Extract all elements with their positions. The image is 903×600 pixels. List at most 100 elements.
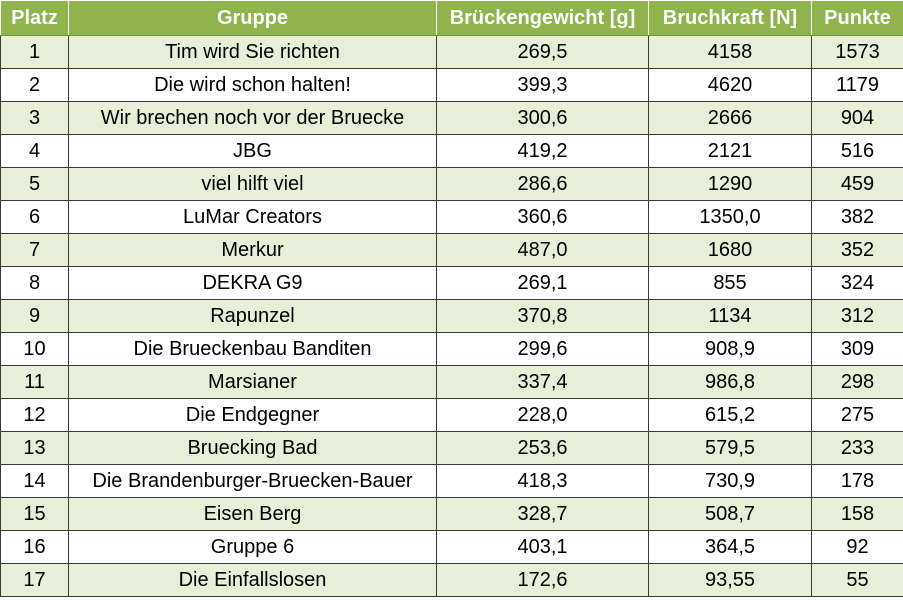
cell-punkte: 1179 — [811, 68, 903, 102]
cell-bruchkraft: 855 — [648, 266, 812, 300]
cell-bruchkraft: 908,9 — [648, 332, 812, 366]
table-row: 17 Die Einfallslosen 172,6 93,55 55 — [0, 563, 903, 597]
cell-brueckengewicht: 269,5 — [436, 35, 649, 69]
cell-platz: 7 — [0, 233, 69, 267]
cell-platz: 3 — [0, 101, 69, 135]
cell-platz: 4 — [0, 134, 69, 168]
cell-platz: 5 — [0, 167, 69, 201]
cell-bruchkraft: 508,7 — [648, 497, 812, 531]
cell-punkte: 312 — [811, 299, 903, 333]
cell-platz: 14 — [0, 464, 69, 498]
cell-brueckengewicht: 328,7 — [436, 497, 649, 531]
table-row: 9 Rapunzel 370,8 1134 312 — [0, 299, 903, 333]
cell-punkte: 158 — [811, 497, 903, 531]
cell-bruchkraft: 1290 — [648, 167, 812, 201]
cell-platz: 8 — [0, 266, 69, 300]
cell-punkte: 233 — [811, 431, 903, 465]
table-row: 11 Marsianer 337,4 986,8 298 — [0, 365, 903, 399]
cell-bruchkraft: 4158 — [648, 35, 812, 69]
cell-brueckengewicht: 403,1 — [436, 530, 649, 564]
cell-brueckengewicht: 253,6 — [436, 431, 649, 465]
cell-bruchkraft: 1350,0 — [648, 200, 812, 234]
cell-gruppe: Die Endgegner — [68, 398, 437, 432]
cell-gruppe: Die wird schon halten! — [68, 68, 437, 102]
cell-punkte: 352 — [811, 233, 903, 267]
cell-bruchkraft: 986,8 — [648, 365, 812, 399]
cell-punkte: 275 — [811, 398, 903, 432]
cell-punkte: 904 — [811, 101, 903, 135]
cell-brueckengewicht: 286,6 — [436, 167, 649, 201]
cell-gruppe: Merkur — [68, 233, 437, 267]
table-row: 1 Tim wird Sie richten 269,5 4158 1573 — [0, 35, 903, 69]
cell-bruchkraft: 615,2 — [648, 398, 812, 432]
cell-punkte: 298 — [811, 365, 903, 399]
cell-brueckengewicht: 370,8 — [436, 299, 649, 333]
cell-platz: 11 — [0, 365, 69, 399]
cell-bruchkraft: 93,55 — [648, 563, 812, 597]
cell-punkte: 516 — [811, 134, 903, 168]
table-row: 12 Die Endgegner 228,0 615,2 275 — [0, 398, 903, 432]
cell-brueckengewicht: 360,6 — [436, 200, 649, 234]
table-row: 2 Die wird schon halten! 399,3 4620 1179 — [0, 68, 903, 102]
cell-bruchkraft: 2666 — [648, 101, 812, 135]
table-row: 7 Merkur 487,0 1680 352 — [0, 233, 903, 267]
cell-platz: 13 — [0, 431, 69, 465]
cell-punkte: 324 — [811, 266, 903, 300]
table-row: 14 Die Brandenburger-Bruecken-Bauer 418,3 7… — [0, 464, 903, 498]
table-row: 10 Die Brueckenbau Banditen 299,6 908,9 309 — [0, 332, 903, 366]
header-bruchkraft: Bruchkraft [N] — [648, 0, 812, 36]
cell-bruchkraft: 2121 — [648, 134, 812, 168]
cell-gruppe: Marsianer — [68, 365, 437, 399]
table-row: 8 DEKRA G9 269,1 855 324 — [0, 266, 903, 300]
cell-gruppe: Bruecking Bad — [68, 431, 437, 465]
cell-brueckengewicht: 299,6 — [436, 332, 649, 366]
cell-punkte: 382 — [811, 200, 903, 234]
cell-brueckengewicht: 487,0 — [436, 233, 649, 267]
cell-platz: 16 — [0, 530, 69, 564]
cell-platz: 1 — [0, 35, 69, 69]
cell-gruppe: DEKRA G9 — [68, 266, 437, 300]
header-brueckengewicht: Brückengewicht [g] — [436, 0, 649, 36]
cell-gruppe: Die Brueckenbau Banditen — [68, 332, 437, 366]
cell-gruppe: Rapunzel — [68, 299, 437, 333]
cell-platz: 17 — [0, 563, 69, 597]
cell-gruppe: Tim wird Sie richten — [68, 35, 437, 69]
table-row: 13 Bruecking Bad 253,6 579,5 233 — [0, 431, 903, 465]
cell-brueckengewicht: 418,3 — [436, 464, 649, 498]
cell-bruchkraft: 1680 — [648, 233, 812, 267]
cell-platz: 12 — [0, 398, 69, 432]
cell-punkte: 459 — [811, 167, 903, 201]
table-row: 3 Wir brechen noch vor der Bruecke 300,6 26… — [0, 101, 903, 135]
cell-punkte: 55 — [811, 563, 903, 597]
cell-bruchkraft: 730,9 — [648, 464, 812, 498]
table-row: 4 JBG 419,2 2121 516 — [0, 134, 903, 168]
cell-bruchkraft: 579,5 — [648, 431, 812, 465]
cell-platz: 15 — [0, 497, 69, 531]
cell-brueckengewicht: 269,1 — [436, 266, 649, 300]
table-body: 1 Tim wird Sie richten 269,5 4158 1573 2 Die w… — [0, 35, 903, 597]
cell-brueckengewicht: 172,6 — [436, 563, 649, 597]
cell-platz: 6 — [0, 200, 69, 234]
cell-gruppe: JBG — [68, 134, 437, 168]
cell-gruppe: Die Einfallslosen — [68, 563, 437, 597]
cell-brueckengewicht: 300,6 — [436, 101, 649, 135]
cell-platz: 10 — [0, 332, 69, 366]
table-header: Platz Gruppe Brückengewicht [g] Bruchkra… — [0, 0, 903, 36]
cell-bruchkraft: 1134 — [648, 299, 812, 333]
cell-punkte: 92 — [811, 530, 903, 564]
cell-bruchkraft: 364,5 — [648, 530, 812, 564]
cell-gruppe: LuMar Creators — [68, 200, 437, 234]
header-punkte: Punkte — [811, 0, 903, 36]
cell-brueckengewicht: 228,0 — [436, 398, 649, 432]
table-row: 15 Eisen Berg 328,7 508,7 158 — [0, 497, 903, 531]
cell-brueckengewicht: 399,3 — [436, 68, 649, 102]
cell-gruppe: Eisen Berg — [68, 497, 437, 531]
header-row: Platz Gruppe Brückengewicht [g] Bruchkra… — [0, 0, 903, 36]
cell-gruppe: Gruppe 6 — [68, 530, 437, 564]
cell-gruppe: viel hilft viel — [68, 167, 437, 201]
cell-gruppe: Wir brechen noch vor der Bruecke — [68, 101, 437, 135]
cell-brueckengewicht: 337,4 — [436, 365, 649, 399]
header-gruppe: Gruppe — [68, 0, 437, 36]
header-platz: Platz — [0, 0, 69, 36]
